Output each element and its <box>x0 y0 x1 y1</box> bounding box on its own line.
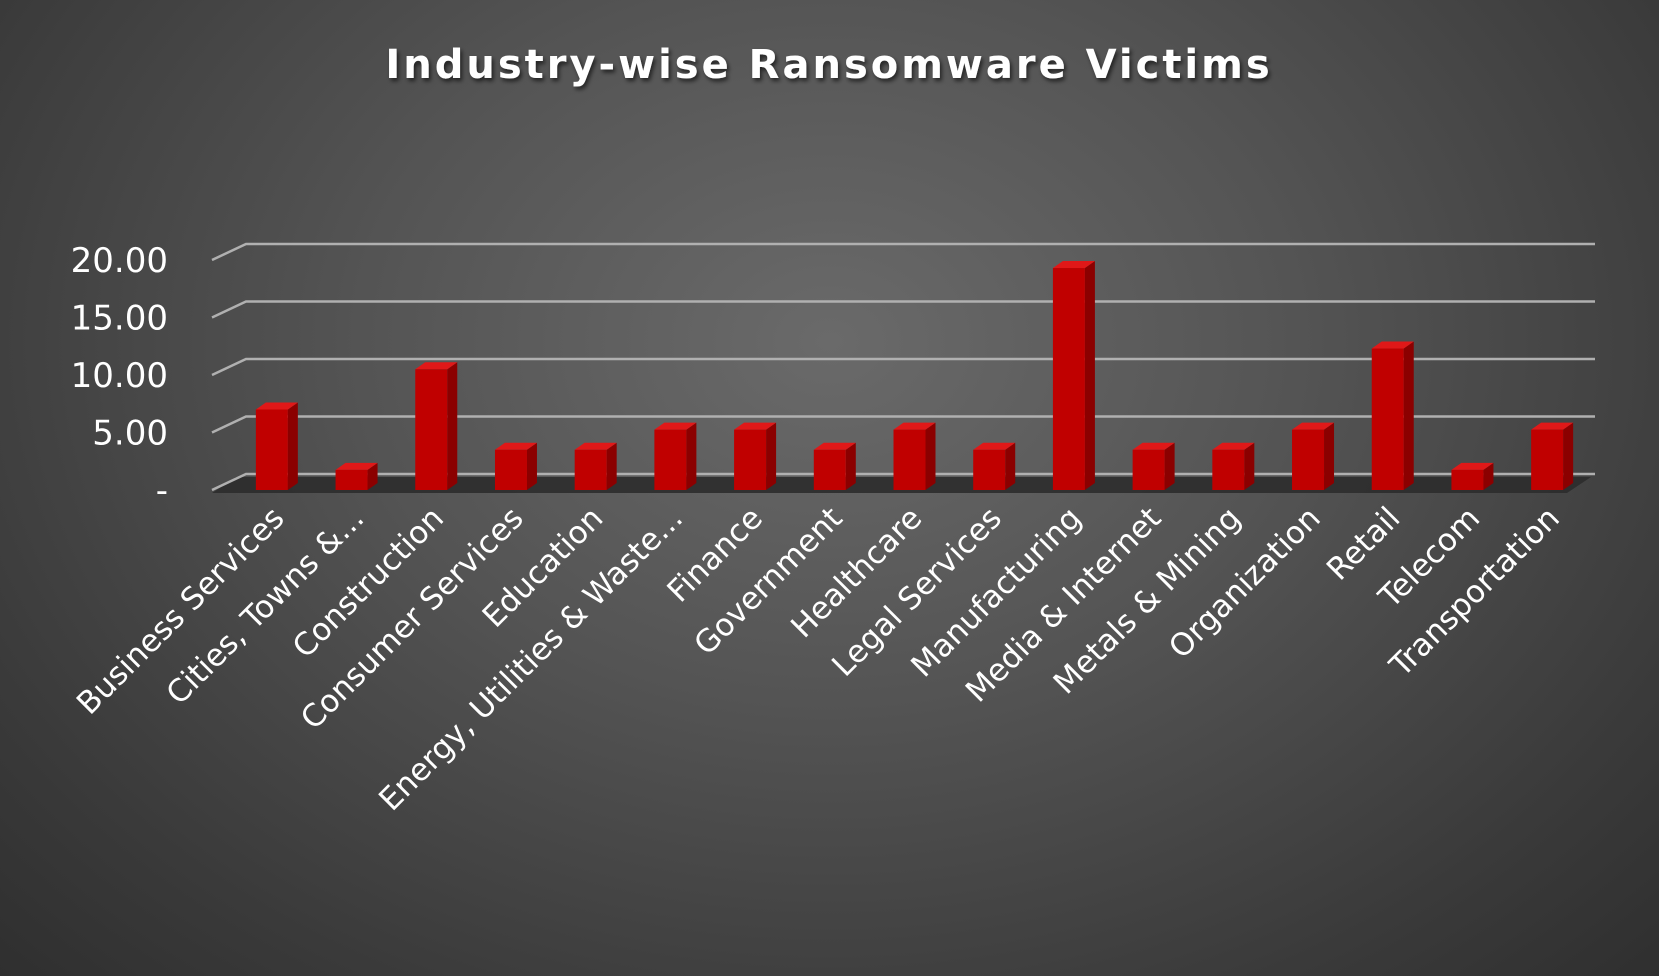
bar-top <box>973 442 1016 450</box>
bar-top <box>1132 442 1175 450</box>
bar <box>1371 341 1414 490</box>
y-tick-label: 15.00 <box>71 299 168 339</box>
gridline <box>211 357 1595 377</box>
bar-front <box>335 469 368 490</box>
gridline <box>211 415 1595 434</box>
bar-top <box>1292 422 1335 430</box>
bar-front <box>1451 469 1484 490</box>
chart-title: Industry-wise Ransomware Victims <box>385 42 1272 88</box>
bar-top <box>415 362 458 370</box>
bar-front <box>1212 449 1245 490</box>
bar-front <box>813 449 846 490</box>
bar <box>893 422 936 490</box>
bar-front <box>494 449 527 490</box>
bar-front <box>734 429 767 490</box>
bar-top <box>1052 261 1095 269</box>
bar-side <box>1005 442 1016 490</box>
bar-side <box>447 362 458 490</box>
bar <box>574 442 617 490</box>
bar-side <box>367 462 378 490</box>
bar-front <box>1531 429 1564 490</box>
bar-top <box>813 442 856 450</box>
y-axis-ticks: - 5.00 10.00 15.00 20.00 <box>71 241 168 511</box>
bar <box>734 422 777 490</box>
bar-front <box>574 449 607 490</box>
bar <box>654 422 697 490</box>
y-tick-label: 5.00 <box>92 414 168 454</box>
bar-side <box>1563 422 1574 490</box>
bar <box>1451 462 1494 490</box>
bar-top <box>574 442 617 450</box>
bar-front <box>1052 268 1085 490</box>
bar-top <box>734 422 777 430</box>
y-tick-label: 10.00 <box>71 356 168 396</box>
bar-top <box>1371 341 1414 349</box>
bar <box>255 402 298 490</box>
bar-side <box>606 442 617 490</box>
bar-top <box>893 422 936 430</box>
gridline <box>211 300 1595 319</box>
bar-side <box>766 422 777 490</box>
bar <box>494 442 537 490</box>
bar-front <box>1371 348 1404 490</box>
bar-front <box>1132 449 1165 490</box>
bar-top <box>1212 442 1255 450</box>
bar-front <box>893 429 926 490</box>
bar-side <box>287 402 298 490</box>
bar-top <box>494 442 537 450</box>
bar <box>1132 442 1175 490</box>
bar <box>813 442 856 490</box>
bar-top <box>255 402 298 410</box>
bar <box>1531 422 1574 490</box>
bar-side <box>686 422 697 490</box>
bar-side <box>1084 261 1095 490</box>
bar-side <box>925 422 936 490</box>
bar-front <box>973 449 1006 490</box>
bar-top <box>1531 422 1574 430</box>
y-tick-label: - <box>156 471 168 511</box>
bar-side <box>845 442 856 490</box>
bar-top <box>654 422 697 430</box>
bar-top <box>335 462 378 470</box>
bar-top <box>1451 462 1494 470</box>
bar <box>335 462 378 490</box>
bar-front <box>255 409 288 490</box>
bar-side <box>1244 442 1255 490</box>
bar <box>1292 422 1335 490</box>
bar-side <box>1164 442 1175 490</box>
bar <box>1052 261 1095 490</box>
gridline <box>211 242 1595 262</box>
bar-front <box>1292 429 1325 490</box>
bar <box>973 442 1016 490</box>
bar-front <box>415 369 448 490</box>
bar <box>415 362 458 490</box>
bar-front <box>654 429 687 490</box>
bar-side <box>1324 422 1335 490</box>
bar-side <box>526 442 537 490</box>
bars <box>255 261 1574 490</box>
bar-side <box>1403 341 1414 490</box>
bar-side <box>1483 462 1494 490</box>
y-tick-label: 20.00 <box>71 241 168 281</box>
bar <box>1212 442 1255 490</box>
